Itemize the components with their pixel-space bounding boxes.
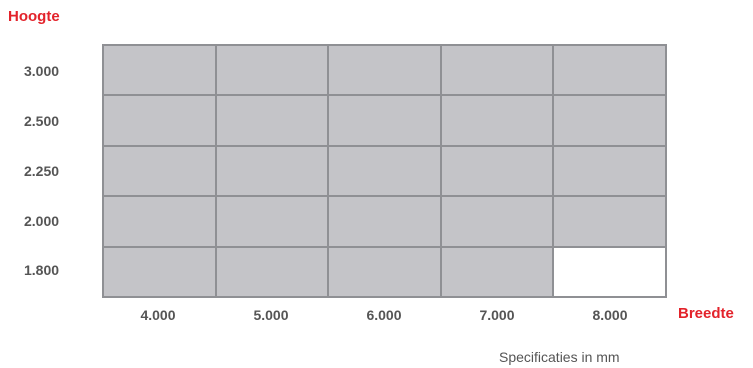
x-tick-label: 8.000 [592,307,628,323]
grid-cell-available [104,247,215,296]
grid-cell-available [216,96,328,145]
x-tick-label: 6.000 [366,307,402,323]
grid-cell-available [441,46,553,95]
grid-cell-available [554,197,665,246]
grid-cell-available [104,46,215,95]
grid-cell-available [441,197,553,246]
grid-cell-available [216,46,328,95]
grid-cell-available [441,146,553,196]
grid-cell-available [554,146,665,196]
size-matrix-grid [102,44,667,298]
x-tick-label: 4.000 [140,307,176,323]
grid-cell-unavailable [554,247,665,296]
grid-cell-available [216,247,328,296]
grid-cell-available [329,46,440,95]
grid-cell-available [216,146,328,196]
y-tick-label: 2.500 [24,113,60,129]
units-footnote: Specificaties in mm [499,349,620,365]
grid-cell-available [104,197,215,246]
x-axis-title: Breedte [678,305,734,322]
y-tick-label: 2.250 [24,163,60,179]
grid-cell-available [441,96,553,145]
grid-cell-available [216,197,328,246]
x-tick-label: 7.000 [479,307,515,323]
grid-cell-available [329,96,440,145]
grid-cell-available [329,197,440,246]
y-tick-label: 2.000 [24,213,60,229]
y-axis-title: Hoogte [8,8,60,25]
x-tick-label: 5.000 [253,307,289,323]
grid-cell-available [554,96,665,145]
grid-cell-available [329,247,440,296]
grid-cell-available [104,96,215,145]
y-tick-label: 3.000 [24,63,60,79]
grid-cell-available [329,146,440,196]
grid-cell-available [554,46,665,95]
grid-cell-available [441,247,553,296]
y-tick-label: 1.800 [24,262,60,278]
grid-cell-available [104,146,215,196]
